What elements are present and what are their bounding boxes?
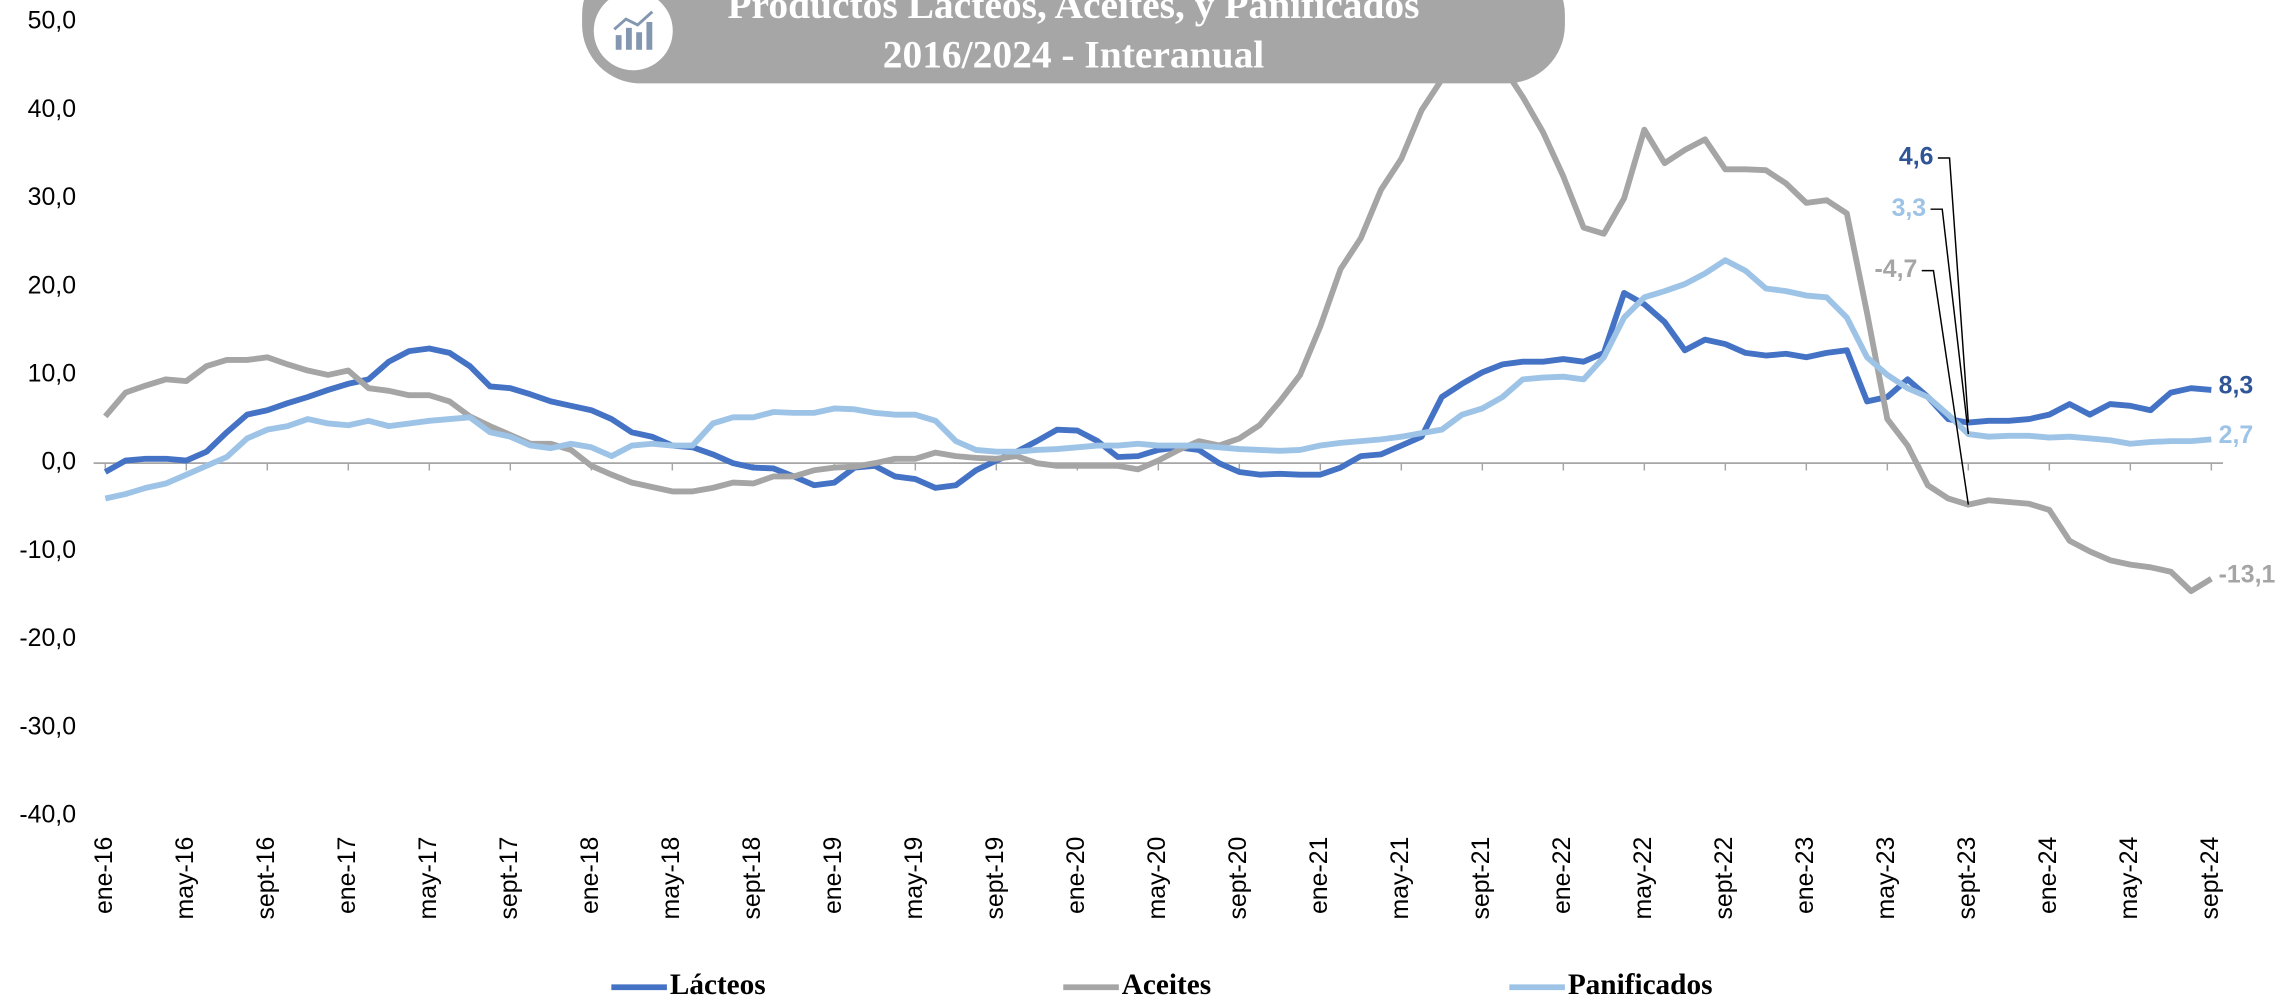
y-tick-label: 50,0 [28, 7, 76, 35]
x-tick-label: sept-17 [495, 837, 523, 920]
x-tick-label: may-19 [900, 837, 928, 920]
chart-subtitle: 2016/2024 - Interanual [883, 33, 1265, 77]
y-tick-label: -40,0 [19, 801, 76, 829]
x-tick-label: may-20 [1143, 837, 1171, 920]
y-tick-label: -20,0 [19, 624, 76, 652]
line-series [103, 45, 2213, 595]
data-label: 3,3 [1892, 194, 1927, 222]
x-tick-label: ene-18 [576, 837, 604, 914]
x-tick-label: sept-23 [1953, 837, 1981, 920]
line-series [103, 289, 2212, 491]
y-tick-label: 0,0 [41, 448, 76, 476]
x-tick-label: may-21 [1386, 837, 1414, 920]
x-tick-label: may-23 [1872, 837, 1900, 920]
data-label: -4,7 [1875, 255, 1918, 283]
x-tick-label: sept-21 [1467, 837, 1495, 920]
x-tick-label: may-24 [2115, 836, 2143, 919]
x-tick-label: ene-19 [819, 837, 847, 914]
x-tick-label: ene-22 [1548, 837, 1576, 914]
title-box: Productos Lácteos, Aceites, y Panificado… [582, 0, 1565, 84]
data-label: 2,7 [2219, 421, 2254, 449]
legend-label: Lácteos [670, 969, 766, 999]
x-tick-label: may-17 [414, 837, 442, 920]
x-tick-label: sept-20 [1224, 837, 1252, 920]
title-icon [593, 0, 673, 71]
data-label: 8,3 [2219, 372, 2254, 400]
x-tick-label: ene-21 [1305, 837, 1333, 914]
x-tick-label: sept-22 [1710, 837, 1738, 920]
y-tick-label: -10,0 [19, 536, 76, 564]
icon-bars [615, 21, 653, 50]
icon-line [613, 10, 654, 31]
line-series [104, 257, 2212, 502]
y-tick-label: -30,0 [19, 712, 76, 740]
x-tick-label: may-18 [657, 837, 685, 920]
x-tick-label: sept-18 [738, 837, 766, 920]
legend-label: Panificados [1568, 969, 1713, 999]
x-tick-label: ene-24 [2034, 836, 2062, 914]
chart-title: Productos Lácteos, Aceites, y Panificado… [727, 0, 1419, 27]
x-tick-label: may-16 [171, 837, 199, 920]
leader-line [1930, 208, 1970, 435]
x-tick-label: sept-16 [252, 837, 280, 920]
title-background [582, 0, 1565, 84]
x-tick-label: may-22 [1629, 837, 1657, 920]
x-tick-label: ene-17 [333, 837, 361, 914]
legend-label: Aceites [1122, 969, 1211, 999]
leader-line [1937, 157, 1970, 423]
y-tick-label: 10,0 [28, 360, 76, 388]
data-label: -13,1 [2219, 560, 2276, 588]
x-tick-label: sept-24 [2196, 836, 2224, 919]
y-tick-label: 30,0 [28, 183, 76, 211]
x-tick-label: sept-19 [981, 837, 1009, 920]
y-tick-label: 40,0 [28, 95, 76, 123]
y-tick-label: 20,0 [28, 271, 76, 299]
x-tick-label: ene-20 [1062, 837, 1090, 914]
data-label: 4,6 [1899, 143, 1934, 171]
leader-line [1921, 269, 1970, 505]
x-tick-label: ene-16 [90, 837, 118, 914]
x-tick-label: ene-23 [1791, 837, 1819, 914]
